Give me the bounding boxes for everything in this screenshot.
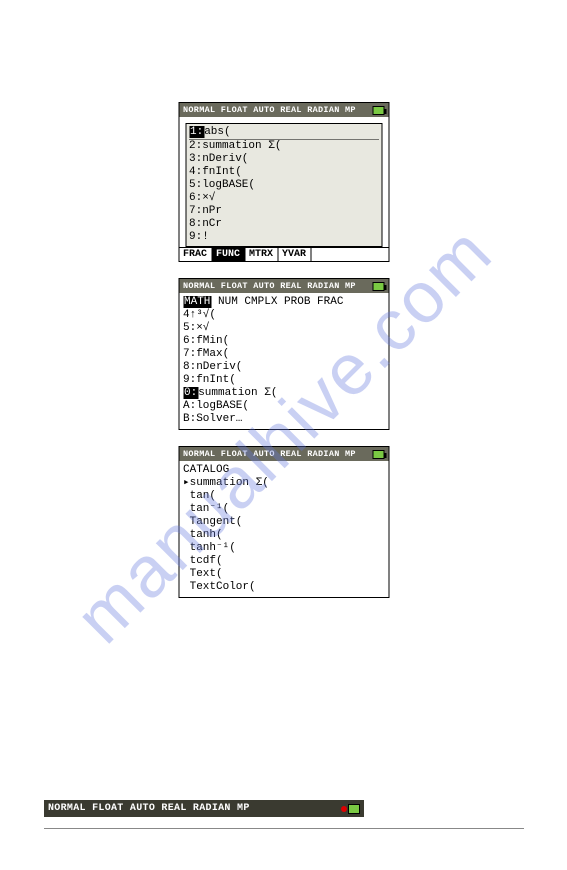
calc-screen-1: NORMAL FLOAT AUTO REAL RADIAN MP 1:abs( … (178, 102, 389, 262)
calc-screen-2: NORMAL FLOAT AUTO REAL RADIAN MP MATH NU… (178, 278, 389, 430)
catalog-title: CATALOG (183, 464, 229, 476)
catalog-item-4[interactable]: Tangent( (183, 516, 242, 528)
battery-icon (372, 450, 384, 459)
catalog-item-9[interactable]: TextColor( (183, 581, 256, 593)
bottom-status-bar: NORMAL FLOAT AUTO REAL RADIAN MP (44, 800, 364, 817)
menu-item-9[interactable]: 9:! (189, 231, 378, 244)
battery-icon (348, 804, 360, 814)
catalog-item-8[interactable]: Text( (183, 568, 223, 580)
calc-screen-3: NORMAL FLOAT AUTO REAL RADIAN MP CATALOG… (178, 446, 389, 598)
tab-mtrx[interactable]: MTRX (245, 248, 278, 261)
screen2-body: MATH NUM CMPLX PROB FRAC 4↑³√( 5:×√ 6:fM… (179, 293, 388, 429)
status-bar-3: NORMAL FLOAT AUTO REAL RADIAN MP (179, 447, 388, 461)
math-item-0-sel[interactable]: 0: (183, 387, 198, 399)
cursor-icon: ▸ (183, 477, 190, 489)
math-item-9[interactable]: 9:fnInt( (183, 374, 236, 386)
menu-item-6[interactable]: 6:×√ (189, 192, 378, 205)
menu-item-3[interactable]: 3:nDeriv( (189, 153, 378, 166)
menu-item-2[interactable]: 2:summation Σ( (189, 140, 378, 153)
menu-item-4[interactable]: 4:fnInt( (189, 166, 378, 179)
catalog-item-6[interactable]: tanh⁻¹( (183, 542, 236, 554)
status-text: NORMAL FLOAT AUTO REAL RADIAN MP (183, 281, 356, 291)
math-item-6[interactable]: 6:fMin( (183, 335, 229, 347)
menu-item-7[interactable]: 7:nPr (189, 205, 378, 218)
math-item-0-rest: summation Σ( (198, 387, 277, 399)
catalog-item-3[interactable]: tan⁻¹( (183, 503, 229, 515)
catalog-item-7[interactable]: tcdf( (183, 555, 223, 567)
menu-label-1: abs( (204, 126, 230, 138)
battery-icon (372, 106, 384, 115)
tab-bar: FRAC FUNC MTRX YVAR (179, 247, 388, 261)
menu-item-1[interactable]: 1:abs( (189, 126, 378, 140)
math-item-7[interactable]: 7:fMax( (183, 348, 229, 360)
divider-line (44, 828, 524, 829)
catalog-item-5[interactable]: tanh( (183, 529, 223, 541)
screen3-body: CATALOG ▸summation Σ( tan( tan⁻¹( Tangen… (179, 461, 388, 597)
screens-container: NORMAL FLOAT AUTO REAL RADIAN MP 1:abs( … (178, 102, 389, 598)
catalog-item-1[interactable]: summation Σ( (190, 477, 269, 489)
menu-sel-1: 1: (189, 126, 204, 138)
status-bar-1: NORMAL FLOAT AUTO REAL RADIAN MP (179, 103, 388, 117)
func-menu[interactable]: 1:abs( 2:summation Σ( 3:nDeriv( 4:fnInt(… (185, 123, 382, 247)
math-item-4[interactable]: 4↑³√( (183, 309, 216, 321)
status-text: NORMAL FLOAT AUTO REAL RADIAN MP (183, 105, 356, 115)
math-item-b[interactable]: B:Solver… (183, 413, 242, 425)
indicator-icon (341, 806, 347, 812)
math-tab-sel[interactable]: MATH (183, 296, 211, 308)
battery-group (341, 804, 360, 814)
status-text: NORMAL FLOAT AUTO REAL RADIAN MP (48, 803, 250, 814)
math-item-a[interactable]: A:logBASE( (183, 400, 249, 412)
status-bar-2: NORMAL FLOAT AUTO REAL RADIAN MP (179, 279, 388, 293)
tab-frac[interactable]: FRAC (179, 248, 212, 261)
menu-item-5[interactable]: 5:logBASE( (189, 179, 378, 192)
math-tabs-rest[interactable]: NUM CMPLX PROB FRAC (211, 296, 343, 308)
battery-icon (372, 282, 384, 291)
math-item-8[interactable]: 8:nDeriv( (183, 361, 242, 373)
math-item-5[interactable]: 5:×√ (183, 322, 209, 334)
screen1-body: 1:abs( 2:summation Σ( 3:nDeriv( 4:fnInt(… (179, 117, 388, 247)
catalog-item-2[interactable]: tan( (183, 490, 216, 502)
menu-item-8[interactable]: 8:nCr (189, 218, 378, 231)
tab-yvar[interactable]: YVAR (278, 248, 311, 261)
status-text: NORMAL FLOAT AUTO REAL RADIAN MP (183, 449, 356, 459)
tab-func[interactable]: FUNC (212, 248, 245, 261)
